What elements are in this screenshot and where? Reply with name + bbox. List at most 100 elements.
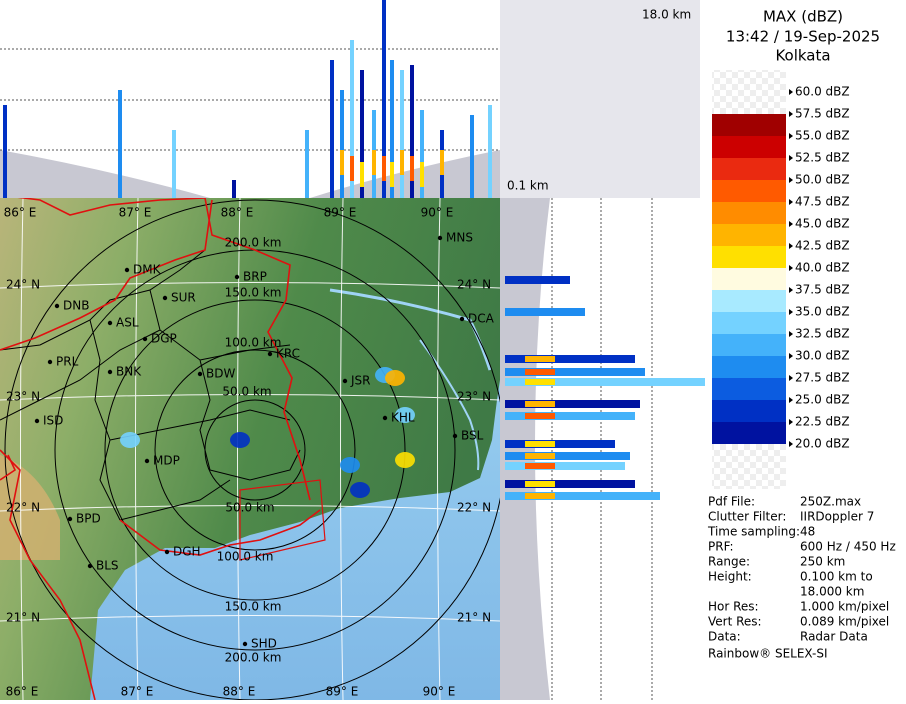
echo bbox=[525, 481, 555, 487]
echo bbox=[470, 115, 474, 198]
info-value: 18.000 km bbox=[800, 585, 864, 599]
echo bbox=[350, 40, 354, 198]
lon-label: 89° E bbox=[324, 206, 357, 220]
range-label: 100.0 km bbox=[217, 550, 274, 564]
legend-tick bbox=[789, 89, 793, 95]
legend-label: 40.0 dBZ bbox=[795, 261, 850, 275]
echo bbox=[400, 70, 404, 198]
site-dot bbox=[87, 563, 93, 569]
info-value: 0.089 km/pixel bbox=[800, 615, 889, 629]
legend-label: 27.5 dBZ bbox=[795, 371, 850, 385]
legend-tick bbox=[789, 133, 793, 139]
site-dot bbox=[382, 415, 388, 421]
map: 86° E 87° E 88° E 89° E 90° E 86° E 87° E 88° E… bbox=[0, 198, 500, 700]
legend-tick bbox=[789, 177, 793, 183]
parallel bbox=[0, 282, 500, 289]
echo bbox=[350, 482, 370, 498]
legend-label: 32.5 dBZ bbox=[795, 327, 850, 341]
echo bbox=[505, 480, 635, 488]
legend-swatch bbox=[712, 400, 786, 422]
echo bbox=[505, 412, 635, 420]
echo bbox=[505, 368, 645, 376]
meridian bbox=[237, 198, 241, 700]
range-label: 200.0 km bbox=[225, 651, 282, 665]
echo bbox=[505, 308, 585, 316]
site-dot bbox=[164, 549, 170, 555]
info-key: Range: bbox=[708, 555, 750, 569]
legend-label: 45.0 dBZ bbox=[795, 217, 850, 231]
echo bbox=[382, 156, 386, 181]
echo bbox=[172, 130, 176, 198]
info-key: Height: bbox=[708, 570, 752, 584]
site-dot bbox=[54, 303, 60, 309]
legend-label: 50.0 dBZ bbox=[795, 173, 850, 187]
echo bbox=[505, 355, 635, 363]
echo bbox=[505, 492, 660, 500]
legend-swatch bbox=[712, 224, 786, 246]
site-dot bbox=[34, 418, 40, 424]
site-label: MNS bbox=[446, 231, 473, 245]
legend-label: 20.0 dBZ bbox=[795, 437, 850, 451]
echo bbox=[305, 130, 309, 198]
echo bbox=[340, 457, 360, 473]
range-label: 150.0 km bbox=[225, 286, 282, 300]
lon-label: 90° E bbox=[421, 206, 454, 220]
site-label: MDP bbox=[153, 454, 180, 468]
echo bbox=[230, 432, 250, 448]
range-label: 200.0 km bbox=[225, 236, 282, 250]
echo bbox=[395, 452, 415, 468]
echo bbox=[420, 162, 424, 187]
site-dot bbox=[142, 336, 148, 342]
echo bbox=[505, 400, 640, 408]
legend-swatch bbox=[712, 246, 786, 268]
footer: Rainbow® SELEX-SI bbox=[708, 647, 828, 661]
site-dot bbox=[267, 351, 273, 357]
site-label: JSR bbox=[350, 374, 371, 388]
echo bbox=[385, 370, 405, 386]
range-label: 150.0 km bbox=[225, 600, 282, 614]
echo bbox=[440, 150, 444, 175]
legend-label: 55.0 dBZ bbox=[795, 129, 850, 143]
info-value: 600 Hz / 450 Hz bbox=[800, 540, 896, 554]
info-value: 0.100 km to bbox=[800, 570, 873, 584]
meridian bbox=[135, 198, 139, 700]
legend-label: 25.0 dBZ bbox=[795, 393, 850, 407]
legend-swatch bbox=[712, 356, 786, 378]
legend-swatch bbox=[712, 180, 786, 202]
site-label: DMK bbox=[133, 263, 162, 277]
echo bbox=[505, 276, 570, 284]
legend-swatch bbox=[712, 202, 786, 224]
echo bbox=[525, 369, 555, 375]
station: Kolkata bbox=[775, 47, 830, 65]
timestamp: 13:42 / 19-Sep-2025 bbox=[726, 28, 880, 46]
site-dot bbox=[144, 458, 150, 464]
info-key: PRF: bbox=[708, 540, 734, 554]
lat-label: 21° N bbox=[457, 611, 491, 625]
echo bbox=[525, 441, 555, 447]
legend-swatch bbox=[712, 114, 786, 136]
legend-void bbox=[712, 444, 786, 489]
legend-label: 60.0 dBZ bbox=[795, 85, 850, 99]
lon-label: 89° E bbox=[326, 685, 359, 699]
corner-panel bbox=[500, 0, 700, 198]
lat-label: 23° N bbox=[6, 390, 40, 404]
site-label: DCA bbox=[468, 312, 495, 326]
site-dot bbox=[162, 295, 168, 301]
range-ring bbox=[154, 349, 356, 551]
echo bbox=[340, 90, 344, 198]
legend-label: 35.0 dBZ bbox=[795, 305, 850, 319]
top-profile bbox=[0, 0, 500, 198]
legend: 60.0 dBZ 57.5 dBZ 55.0 dBZ 52.5 dBZ 50.0 dBZ… bbox=[712, 70, 850, 489]
echo bbox=[390, 162, 394, 187]
legend-tick bbox=[789, 243, 793, 249]
site-dot bbox=[197, 371, 203, 377]
site-label: BRP bbox=[243, 270, 267, 284]
site-dot bbox=[242, 641, 248, 647]
legend-tick bbox=[789, 309, 793, 315]
range-ring bbox=[4, 199, 500, 700]
legend-tick bbox=[789, 111, 793, 117]
site-label: BNK bbox=[116, 365, 142, 379]
legend-label: 37.5 dBZ bbox=[795, 283, 850, 297]
lat-label: 23° N bbox=[457, 390, 491, 404]
